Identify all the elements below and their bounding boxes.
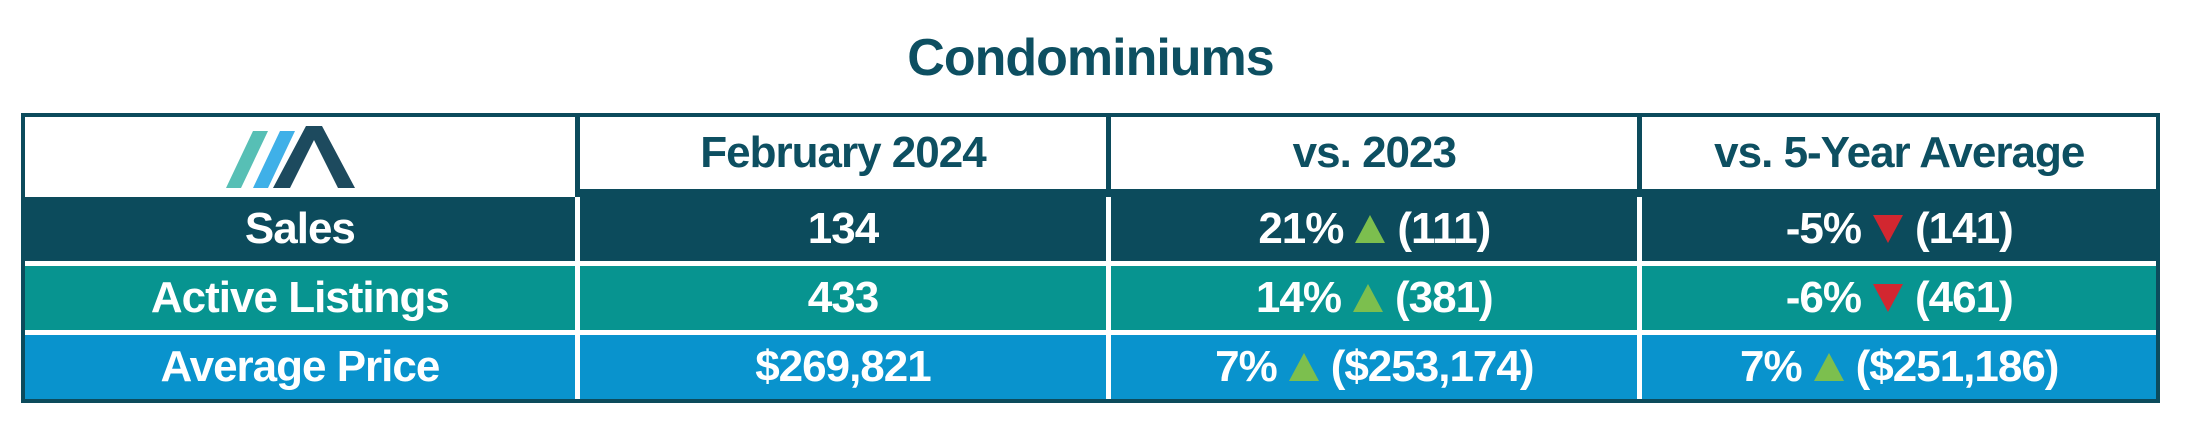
table-row-sales: Sales 134 21% (111) -5% (141) <box>25 197 2156 261</box>
row-label: Average Price <box>25 335 575 399</box>
delta-percent: 14% <box>1255 273 1342 322</box>
triangle-up-icon <box>1813 353 1844 381</box>
vs-5yr-cell: -5% (141) <box>1642 197 2156 261</box>
column-header-vs-2023: vs. 2023 <box>1111 117 1638 189</box>
vs-2023-cell: 14% (381) <box>1111 266 1638 330</box>
vs-5yr-cell: -6% (461) <box>1642 266 2156 330</box>
row-label: Sales <box>25 197 575 261</box>
delta-indicator: 7% ($253,174) <box>1215 342 1535 392</box>
table-header-row: February 2024 vs. 2023 vs. 5-Year Averag… <box>25 117 2156 197</box>
delta-percent: -5% <box>1785 204 1862 253</box>
delta-percent: -6% <box>1785 273 1862 322</box>
triangle-up-icon <box>1355 215 1386 243</box>
delta-percent: 21% <box>1258 204 1344 253</box>
page-title: Condominiums <box>907 29 1274 87</box>
delta-reference: (141) <box>1915 204 2014 253</box>
stats-table: February 2024 vs. 2023 vs. 5-Year Averag… <box>21 113 2160 403</box>
delta-indicator: -6% (461) <box>1785 273 2014 323</box>
vs-2023-cell: 21% (111) <box>1111 197 1638 261</box>
delta-reference: (381) <box>1394 273 1494 322</box>
column-header-vs-5-year-average: vs. 5-Year Average <box>1642 117 2156 189</box>
current-value: 134 <box>579 197 1107 261</box>
triangle-up-icon <box>1288 353 1319 381</box>
delta-indicator: 7% ($251,186) <box>1740 342 2060 392</box>
table-row-active-listings: Active Listings 433 14% (381) -6% (461) <box>25 266 2156 330</box>
delta-indicator: -5% (141) <box>1785 204 2014 254</box>
mountain-peaks-logo-icon <box>225 126 355 188</box>
row-label: Active Listings <box>25 266 575 330</box>
vs-5yr-cell: 7% ($251,186) <box>1642 335 2156 399</box>
current-value: $269,821 <box>579 335 1107 399</box>
delta-reference: ($253,174) <box>1330 342 1535 391</box>
delta-percent: 7% <box>1740 342 1803 391</box>
triangle-down-icon <box>1873 284 1903 312</box>
triangle-up-icon <box>1352 284 1383 312</box>
column-header-february-2024: February 2024 <box>579 117 1107 189</box>
current-value: 433 <box>579 266 1107 330</box>
vs-2023-cell: 7% ($253,174) <box>1111 335 1638 399</box>
delta-percent: 7% <box>1215 342 1278 391</box>
triangle-down-icon <box>1873 215 1903 243</box>
logo-cell <box>25 117 575 197</box>
delta-reference: ($251,186) <box>1855 342 2060 391</box>
table-row-average-price: Average Price $269,821 7% ($253,174) 7% … <box>25 335 2156 399</box>
delta-reference: (461) <box>1915 273 2014 322</box>
delta-indicator: 14% (381) <box>1255 273 1494 323</box>
delta-indicator: 21% (111) <box>1258 204 1491 254</box>
delta-reference: (111) <box>1397 204 1491 253</box>
